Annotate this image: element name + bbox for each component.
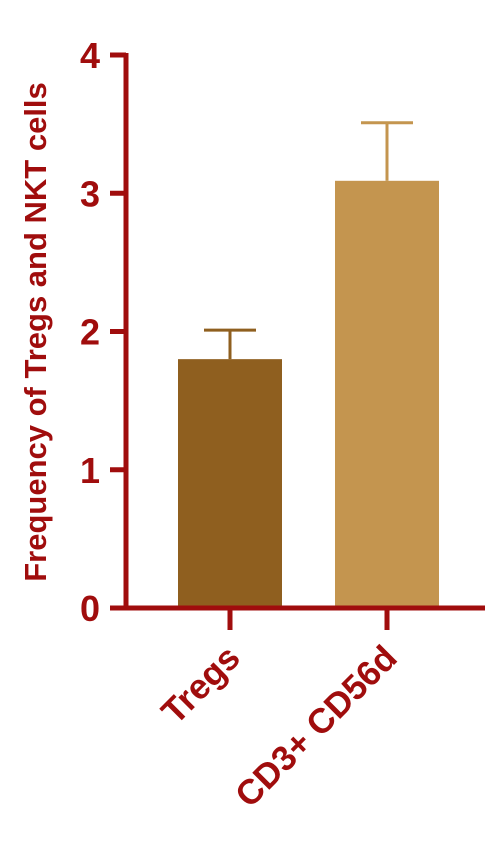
y-tick-label: 3 (80, 173, 100, 214)
bar-tregs (178, 359, 282, 608)
y-tick-label: 2 (80, 312, 100, 353)
y-ticks-layer: 0 1 2 3 4 (80, 35, 126, 629)
y-axis-title: Frequency of Tregs and NKT cells (18, 82, 53, 582)
bar-cd3-cd56d (335, 180, 439, 608)
x-tick-label: Tregs (154, 638, 248, 732)
error-bars-layer (204, 121, 413, 360)
y-tick-label: 0 (80, 588, 100, 629)
bars-layer (178, 180, 439, 608)
x-tick-label: CD3+ CD56d (228, 638, 405, 815)
y-tick-label: 1 (80, 450, 100, 491)
y-tick-label: 4 (80, 35, 100, 76)
